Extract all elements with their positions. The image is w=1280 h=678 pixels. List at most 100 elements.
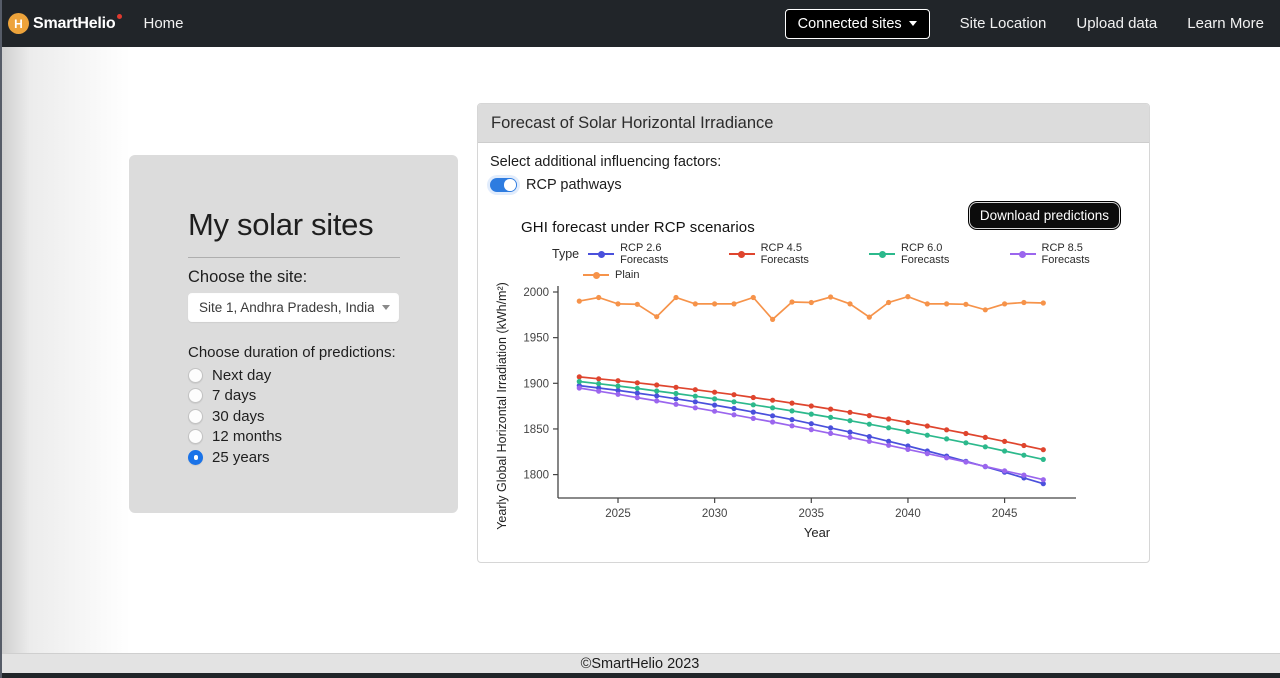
- y-tick-label: 1800: [523, 470, 549, 482]
- forecast-panel-header: Forecast of Solar Horizontal Irradiance: [478, 104, 1149, 143]
- nav-link-site-location[interactable]: Site Location: [959, 15, 1047, 32]
- duration-option-next-day[interactable]: Next day: [188, 365, 400, 386]
- forecast-panel-body: Select additional influencing factors: R…: [478, 143, 1149, 540]
- data-point: [789, 423, 795, 429]
- smarthelio-logo-icon: H: [8, 13, 29, 34]
- legend-row-1: Type RCP 2.6 Forecasts RCP 4.5 Forecasts R…: [552, 242, 1150, 266]
- duration-label: Choose duration of predictions:: [188, 344, 396, 361]
- data-point: [944, 427, 950, 433]
- duration-option-label: 7 days: [212, 387, 257, 405]
- duration-option-25-years[interactable]: 25 years: [188, 447, 400, 468]
- data-point: [828, 406, 834, 412]
- data-point: [596, 381, 602, 387]
- data-point: [905, 294, 911, 300]
- plot-area: 1800 1850 1900 1950 2000 2025 2030 2035 2040 2045…: [495, 282, 1076, 540]
- data-point: [654, 382, 660, 388]
- duration-option-12-months[interactable]: 12 months: [188, 427, 400, 448]
- rcp-pathways-toggle[interactable]: [490, 177, 517, 193]
- footer: ©SmartHelio 2023: [0, 653, 1280, 673]
- my-solar-sites-panel: My solar sites Choose the site: Site 1, …: [129, 155, 458, 513]
- legend-item-rcp-4-5-forecasts[interactable]: RCP 4.5 Forecasts: [728, 242, 852, 266]
- duration-option-label: 12 months: [212, 428, 283, 446]
- duration-option-30-days[interactable]: 30 days: [188, 406, 400, 427]
- data-point: [866, 413, 872, 419]
- legend-label: Plain: [615, 269, 640, 281]
- data-point: [692, 387, 698, 393]
- radio-unselected-icon[interactable]: [188, 367, 203, 383]
- nav-link-home[interactable]: Home: [143, 15, 184, 32]
- data-point: [770, 397, 776, 403]
- y-axis-title: Yearly Global Horizontal Irradiation (kW…: [495, 282, 509, 530]
- copyright-text: ©SmartHelio 2023: [580, 655, 700, 672]
- radio-unselected-icon[interactable]: [188, 408, 203, 424]
- data-point: [576, 298, 582, 304]
- data-point: [982, 463, 988, 469]
- data-point: [905, 446, 911, 452]
- duration-option-7-days[interactable]: 7 days: [188, 386, 400, 407]
- nav-link-upload-data[interactable]: Upload data: [1076, 15, 1158, 32]
- data-point: [847, 409, 853, 415]
- y-tick-label: 1950: [523, 333, 549, 345]
- data-point: [673, 396, 679, 402]
- data-point: [692, 405, 698, 411]
- connected-sites-dropdown-button[interactable]: Connected sites: [784, 8, 930, 39]
- legend-item-rcp-2-6-forecasts[interactable]: RCP 2.6 Forecasts: [588, 242, 711, 266]
- series-rcp-4-5-forecasts: [576, 374, 1046, 453]
- y-tick-label: 1850: [523, 424, 549, 436]
- data-point: [924, 301, 930, 307]
- data-point: [576, 385, 582, 391]
- data-point: [731, 412, 737, 418]
- data-point: [1040, 447, 1046, 453]
- connected-sites-label: Connected sites: [797, 15, 902, 32]
- radio-unselected-icon[interactable]: [188, 429, 203, 445]
- x-tick-label: 2035: [799, 508, 825, 520]
- legend-marker-icon: [728, 250, 755, 258]
- radio-selected-icon[interactable]: [188, 449, 203, 465]
- download-predictions-button[interactable]: Download predictions: [968, 202, 1120, 229]
- data-point: [673, 294, 679, 301]
- data-point: [924, 423, 930, 429]
- data-point: [1021, 452, 1027, 458]
- nav-link-learn-more[interactable]: Learn More: [1187, 15, 1264, 32]
- data-point: [615, 383, 621, 389]
- data-point: [828, 414, 834, 420]
- x-tick-label: 2030: [702, 508, 728, 520]
- duration-option-label: 25 years: [212, 448, 270, 466]
- duration-option-label: 30 days: [212, 407, 265, 425]
- data-point: [866, 438, 872, 444]
- data-point: [847, 301, 853, 307]
- data-point: [654, 393, 660, 399]
- data-point: [963, 459, 969, 465]
- data-point: [692, 399, 698, 405]
- x-tick-label: 2025: [605, 508, 631, 520]
- data-point: [770, 413, 776, 419]
- series-rcp-6-0-forecasts: [576, 378, 1046, 462]
- legend-marker-icon: [1009, 250, 1036, 258]
- data-point: [615, 301, 621, 307]
- data-point: [886, 438, 892, 444]
- data-point: [634, 390, 640, 396]
- data-point: [982, 434, 988, 440]
- data-point: [789, 400, 795, 406]
- data-point: [654, 314, 660, 320]
- site-select[interactable]: Site 1, Andhra Pradesh, India: [188, 293, 399, 322]
- data-point: [905, 428, 911, 434]
- data-point: [808, 403, 814, 409]
- data-point: [963, 301, 969, 307]
- data-point: [750, 394, 756, 401]
- data-point: [692, 393, 698, 399]
- data-point: [596, 388, 602, 394]
- legend-label: RCP 8.5 Forecasts: [1041, 242, 1090, 266]
- brand[interactable]: H SmartHelio: [8, 13, 123, 34]
- legend-item-rcp-6-0-forecasts[interactable]: RCP 6.0 Forecasts: [869, 242, 992, 266]
- data-point: [750, 409, 756, 415]
- duration-options: Next day 7 days 30 days 12 months 25 years: [188, 365, 400, 468]
- data-point: [615, 391, 621, 397]
- brand-name: SmartHelio: [33, 13, 123, 33]
- legend-item-rcp-8-5-forecasts[interactable]: RCP 8.5 Forecasts: [1009, 242, 1133, 266]
- brand-trademark-dot: [117, 13, 123, 19]
- data-point: [866, 434, 872, 440]
- chevron-down-icon: [908, 21, 917, 26]
- legend-item-plain[interactable]: Plain: [583, 269, 639, 281]
- radio-unselected-icon[interactable]: [188, 388, 203, 404]
